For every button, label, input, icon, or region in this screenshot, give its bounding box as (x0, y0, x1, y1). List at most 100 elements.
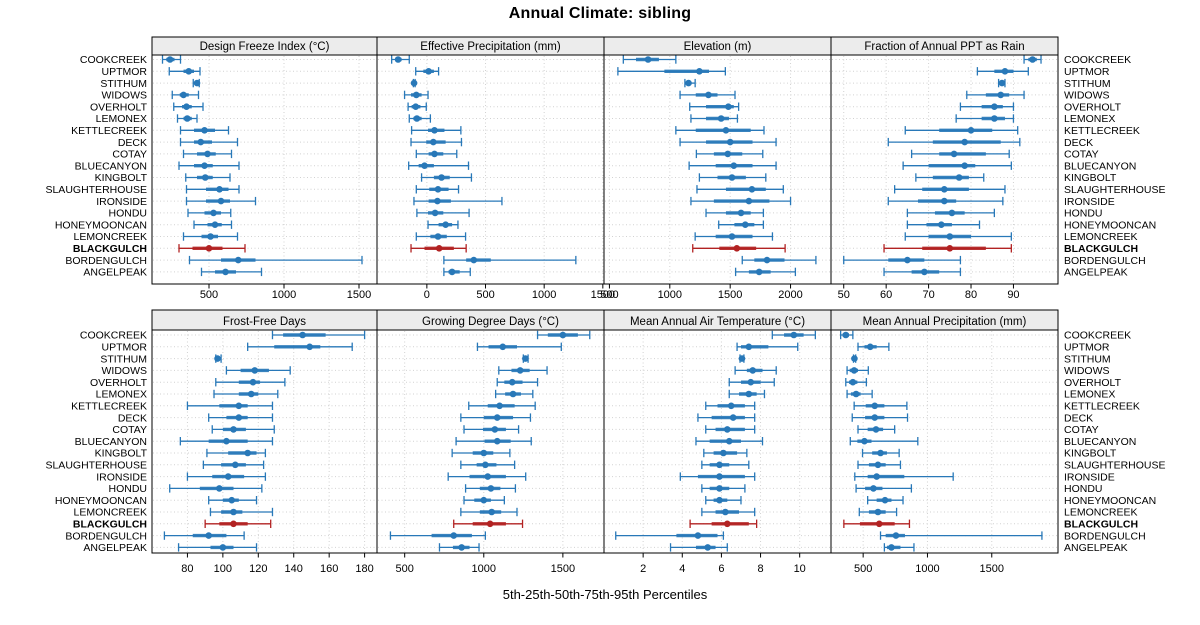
median-dot (559, 331, 567, 339)
tick-label: 500 (854, 563, 872, 575)
percentile-row-overholt (959, 102, 1015, 111)
median-dot (431, 209, 439, 217)
median-dot (873, 473, 880, 480)
percentile-row-lemoncreek (460, 507, 518, 517)
percentile-row-kingbolt (915, 173, 985, 182)
median-dot (224, 473, 232, 480)
percentile-row-bluecanyon (178, 161, 240, 170)
tick-label: 60 (880, 289, 892, 301)
site-label-left-stithum: STITHUM (100, 78, 147, 90)
strip-title: Fraction of Annual PPT as Rain (864, 41, 1024, 53)
median-dot (491, 426, 499, 433)
percentile-row-deck (179, 137, 239, 147)
site-label-right-lemoncreek: LEMONCREEK (1064, 507, 1138, 519)
median-dot (874, 461, 882, 469)
median-dot (725, 437, 733, 445)
percentile-row-angelpeak (883, 267, 962, 277)
site-label-left-overholt: OVERHOLT (90, 377, 148, 389)
tick-label: 90 (1007, 289, 1019, 301)
tick-label: 1500 (591, 289, 615, 301)
site-label-left-hondu: HONDU (109, 208, 148, 220)
site-label-left-lemoncreek: LEMONCREEK (73, 507, 147, 519)
median-dot (763, 256, 771, 264)
median-dot (496, 402, 503, 410)
tick-label: 1000 (532, 289, 556, 301)
median-dot (228, 496, 236, 504)
percentile-row-stithum (522, 354, 529, 363)
x-axis: 500 1000 1500 2000 (600, 284, 803, 301)
median-dot (211, 221, 219, 228)
tick-label: 70 (922, 289, 934, 301)
median-dot (749, 367, 757, 374)
site-label-left-deck: DECK (118, 137, 147, 149)
median-dot (394, 56, 402, 63)
site-label-left-deck: DECK (118, 412, 147, 424)
median-dot (234, 256, 242, 264)
percentile-row-overholt (845, 378, 868, 387)
site-label-left-uptmor: UPTMOR (102, 342, 148, 354)
median-dot (871, 402, 879, 410)
site-label-left-bluecanyon: BLUECANYON (75, 436, 147, 448)
median-dot (486, 520, 494, 528)
median-dot (723, 426, 731, 433)
percentile-row-blackgulch (843, 519, 911, 528)
site-label-right-uptmor: UPTMOR (1064, 66, 1110, 78)
site-label-right-slaughterhouse: SLAUGHTERHOUSE (1064, 184, 1166, 196)
percentile-row-stithum (684, 78, 696, 88)
percentile-row-slaughterhouse (857, 460, 902, 469)
site-label-right-stithum: STITHUM (1064, 353, 1111, 365)
site-label-left-lemoncreek: LEMONCREEK (73, 231, 147, 243)
tick-label: 0 (424, 289, 430, 301)
percentile-row-blackgulch (883, 244, 1012, 253)
percentile-row-widows (679, 90, 736, 100)
panel-design-freeze-index-c: 500 1000 1500 Design Freeze Index (°C) (151, 36, 378, 301)
median-dot (425, 68, 432, 75)
gridlines (378, 56, 604, 283)
site-label-left-widows: WIDOWS (102, 90, 148, 102)
site-label-right-bluecanyon: BLUECANYON (1064, 436, 1136, 448)
site-label-right-deck: DECK (1064, 137, 1093, 149)
median-dot (961, 138, 968, 146)
percentile-row-kettlecreek (705, 401, 756, 410)
site-label-left-bordengulch: BORDENGULCH (65, 530, 147, 542)
median-dot (745, 390, 753, 398)
median-dot (728, 233, 736, 240)
site-label-right-honeymooncan: HONEYMOONCAN (1064, 219, 1156, 231)
tick-label: 1500 (718, 289, 742, 301)
median-dot (967, 127, 975, 134)
percentile-row-hondu (169, 484, 263, 493)
percentile-row-deck (208, 413, 274, 422)
percentile-row-lemoncreek (858, 507, 898, 517)
percentile-row-lemonex (690, 114, 739, 123)
median-dot (946, 245, 954, 252)
median-dot (201, 162, 208, 169)
percentile-row-bordengulch (389, 531, 487, 540)
percentile-row-cookcreek (771, 330, 816, 340)
tick-label: 6 (718, 563, 724, 575)
percentile-row-stithum (192, 78, 201, 88)
percentile-row-kettlecreek (853, 401, 908, 410)
median-dot (872, 426, 880, 433)
site-label-left-honeymooncan: HONEYMOONCAN (55, 219, 147, 231)
percentile-row-cookcreek (839, 330, 854, 340)
median-dot (434, 197, 441, 205)
percentile-row-cookcreek (161, 55, 182, 64)
median-dot (493, 437, 501, 445)
site-label-right-bordengulch: BORDENGULCH (1064, 530, 1146, 542)
site-label-left-lemonex: LEMONEX (96, 389, 147, 401)
median-dot (716, 485, 723, 492)
percentile-row-overholt (407, 102, 427, 111)
site-label-left-hondu: HONDU (109, 483, 148, 495)
median-dot (450, 532, 458, 539)
median-dot (205, 532, 212, 539)
median-dot (201, 174, 209, 181)
percentile-row-deck (410, 137, 463, 147)
median-dot (1001, 68, 1009, 75)
median-dot (204, 150, 211, 158)
median-dot (716, 461, 723, 469)
site-label-right-uptmor: UPTMOR (1064, 342, 1110, 354)
percentile-row-slaughterhouse (185, 185, 240, 194)
percentile-row-stithum (738, 354, 746, 363)
percentile-row-lemoncreek (209, 507, 274, 517)
median-dot (183, 115, 191, 122)
